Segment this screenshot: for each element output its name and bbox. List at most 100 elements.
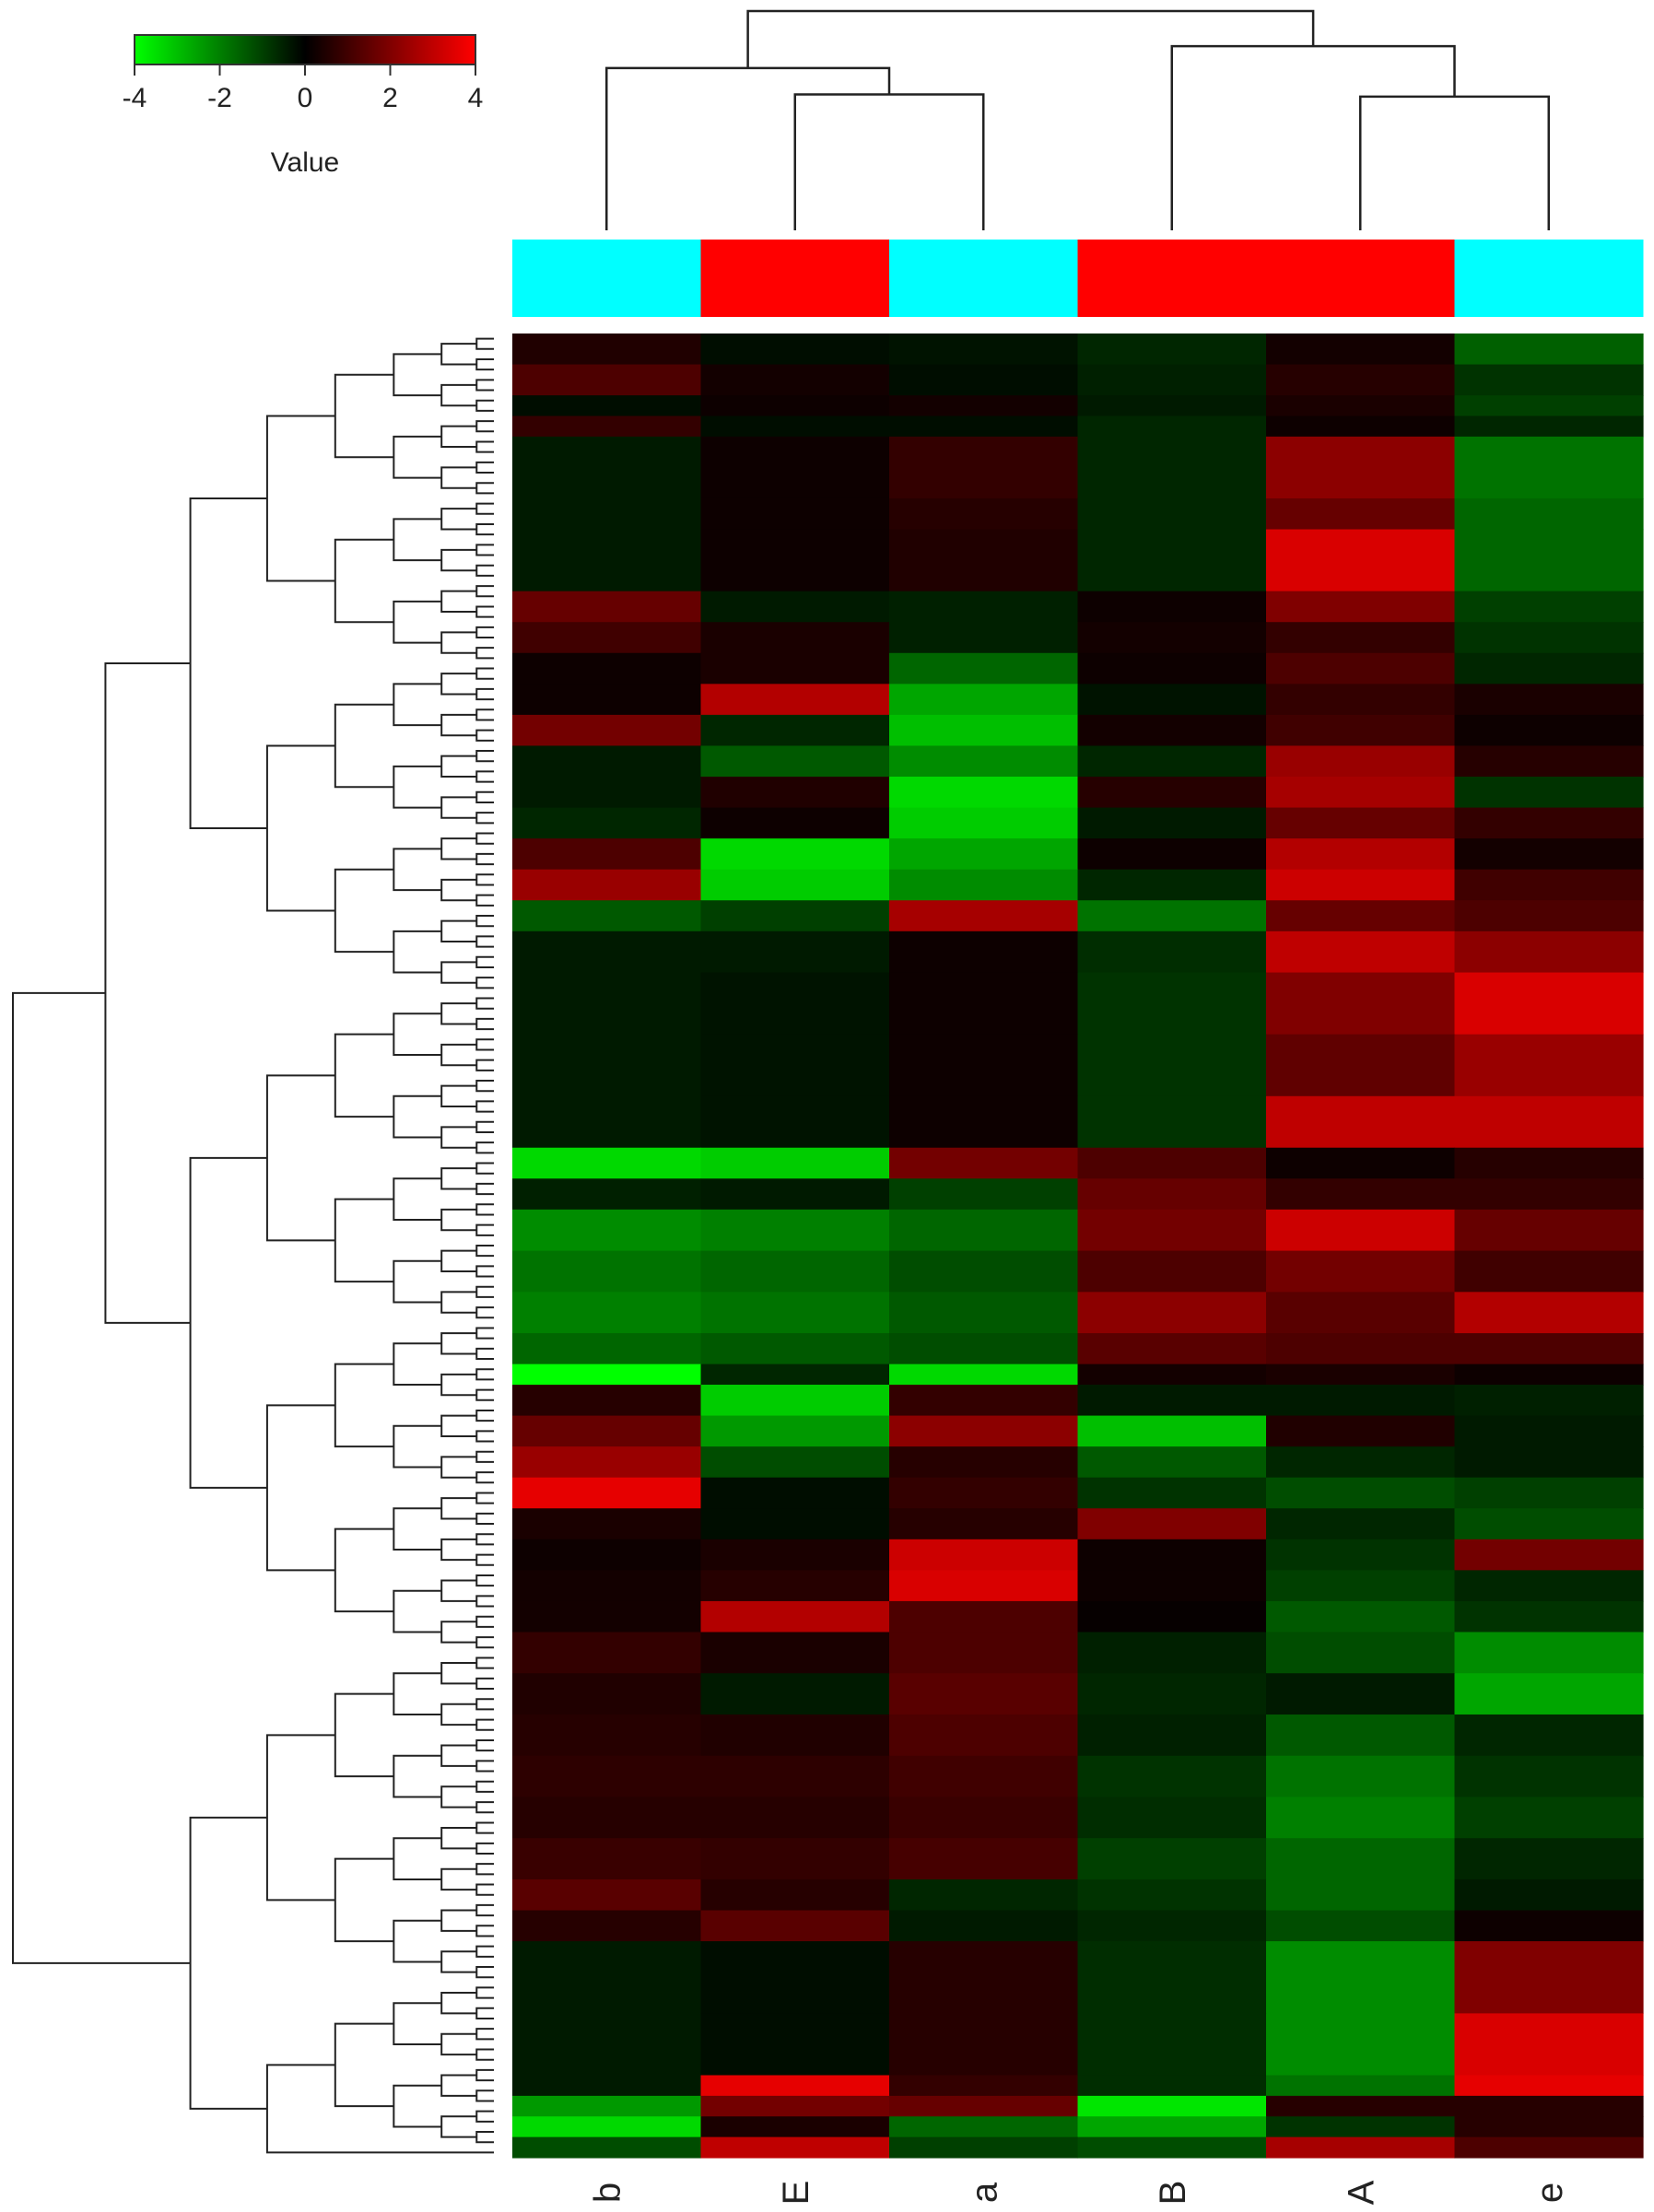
heatmap-cell bbox=[1266, 1095, 1456, 1149]
row-dendrogram-link bbox=[440, 1992, 477, 2015]
heatmap-cell bbox=[512, 1446, 702, 1479]
row-dendrogram-link bbox=[475, 1265, 494, 1278]
column-label-B: B bbox=[1153, 2181, 1193, 2206]
heatmap-cell bbox=[1266, 1363, 1456, 1386]
heatmap-cells bbox=[512, 334, 1644, 2159]
row-dendrogram-link bbox=[440, 1785, 477, 1808]
heatmap-cell bbox=[1266, 838, 1456, 871]
row-dendrogram-link bbox=[393, 353, 442, 397]
heatmap-cell bbox=[1266, 1292, 1456, 1334]
heatmap-cell bbox=[1077, 838, 1267, 871]
row-dendrogram-link bbox=[475, 955, 494, 968]
heatmap-cell bbox=[1266, 1755, 1456, 1798]
row-dendrogram-link bbox=[475, 357, 494, 371]
row-dendrogram-link bbox=[475, 647, 494, 660]
heatmap-cell bbox=[700, 1508, 890, 1540]
row-dendrogram-link bbox=[475, 1883, 494, 1896]
heatmap-cell bbox=[1454, 1508, 1644, 1540]
row-dendrogram-link bbox=[440, 1867, 477, 1891]
row-dendrogram-link bbox=[334, 1198, 394, 1283]
heatmap-cell bbox=[889, 529, 1079, 592]
row-dendrogram-link bbox=[440, 466, 477, 489]
heatmap-cell bbox=[1266, 622, 1456, 654]
row-dendrogram-link bbox=[475, 1327, 494, 1340]
row-dendrogram-link bbox=[475, 852, 494, 866]
heatmap-cell bbox=[512, 1797, 702, 1839]
row-dendrogram-link bbox=[475, 812, 494, 825]
heatmap-cell bbox=[889, 838, 1079, 871]
row-dendrogram-link bbox=[475, 1223, 494, 1236]
heatmap-cell bbox=[1454, 1147, 1644, 1179]
heatmap-cell bbox=[1077, 930, 1267, 974]
heatmap-cell bbox=[512, 1570, 702, 1602]
heatmap-cell bbox=[700, 1034, 890, 1097]
row-dendrogram-link bbox=[475, 2028, 494, 2041]
column-label-b: b bbox=[587, 2183, 628, 2203]
heatmap-cell bbox=[512, 364, 702, 396]
row-dendrogram-link bbox=[440, 1497, 477, 1520]
heatmap-cell bbox=[700, 745, 890, 778]
heatmap-cell bbox=[1266, 807, 1456, 839]
heatmap-cell bbox=[889, 364, 1079, 396]
heatmap-cell bbox=[512, 1209, 702, 1252]
heatmap-cell bbox=[1454, 334, 1644, 366]
heatmap-cell bbox=[1077, 1878, 1267, 1912]
row-dendrogram-link bbox=[393, 1012, 442, 1057]
row-dendrogram-link bbox=[189, 497, 267, 829]
heatmap-cell bbox=[1454, 1755, 1644, 1798]
row-dendrogram-link bbox=[475, 1120, 494, 1133]
heatmap-cell bbox=[1454, 364, 1644, 396]
heatmap-cell bbox=[700, 930, 890, 974]
heatmap-cell bbox=[1454, 1415, 1644, 1447]
heatmap-cell bbox=[512, 1941, 702, 2014]
heatmap-cell bbox=[512, 334, 702, 366]
heatmap-cell bbox=[1266, 869, 1456, 901]
row-dendrogram-link bbox=[440, 673, 477, 696]
heatmap-cell bbox=[1077, 415, 1267, 438]
row-dendrogram-link bbox=[104, 661, 191, 1324]
heatmap-cell bbox=[700, 591, 890, 623]
column-group-bar bbox=[512, 240, 1644, 317]
color-key-title: Value bbox=[271, 147, 340, 178]
heatmap-cell bbox=[512, 1838, 702, 1880]
heatmap-cell bbox=[1454, 1034, 1644, 1097]
heatmap-cell bbox=[512, 684, 702, 716]
column-dendrogram bbox=[605, 9, 1550, 230]
heatmap-cell bbox=[1266, 1600, 1456, 1633]
column-group-B bbox=[1077, 240, 1267, 317]
heatmap-cell bbox=[1454, 591, 1644, 623]
heatmap-cell bbox=[1266, 1673, 1456, 1715]
row-dendrogram-link bbox=[475, 482, 494, 495]
heatmap-cell bbox=[700, 838, 890, 871]
heatmap-cell bbox=[700, 395, 890, 417]
heatmap-cell bbox=[512, 1673, 702, 1715]
row-dendrogram-link bbox=[393, 1424, 442, 1469]
row-dendrogram-link bbox=[475, 1760, 494, 1773]
row-dendrogram-link bbox=[440, 383, 477, 407]
row-dendrogram-link bbox=[440, 1744, 477, 1767]
heatmap-cell bbox=[700, 415, 890, 438]
row-dendrogram-link bbox=[475, 1080, 494, 1093]
heatmap-cell bbox=[700, 1147, 890, 1179]
heatmap-cell bbox=[700, 1600, 890, 1633]
row-dendrogram-link bbox=[440, 713, 477, 737]
heatmap-cell bbox=[1266, 2116, 1456, 2138]
heatmap-cell bbox=[889, 1570, 1079, 1602]
row-dendrogram-link bbox=[475, 1162, 494, 1175]
heatmap-cell bbox=[1077, 972, 1267, 1036]
heatmap-cell bbox=[512, 930, 702, 974]
heatmap-cell bbox=[700, 807, 890, 839]
heatmap-cell bbox=[889, 1415, 1079, 1447]
heatmap-cell bbox=[1454, 777, 1644, 809]
heatmap-cell bbox=[1077, 497, 1267, 531]
row-dendrogram-link bbox=[475, 605, 494, 618]
heatmap-cell bbox=[889, 1095, 1079, 1149]
heatmap-cell bbox=[1266, 1034, 1456, 1097]
row-dendrogram-link bbox=[440, 2032, 477, 2056]
row-dendrogram-link bbox=[334, 703, 394, 789]
heatmap-cell bbox=[512, 415, 702, 438]
heatmap-cell bbox=[1454, 436, 1644, 499]
row-dendrogram-link bbox=[475, 1368, 494, 1381]
row-dendrogram-link bbox=[393, 2084, 442, 2128]
column-group-e bbox=[1454, 240, 1644, 317]
